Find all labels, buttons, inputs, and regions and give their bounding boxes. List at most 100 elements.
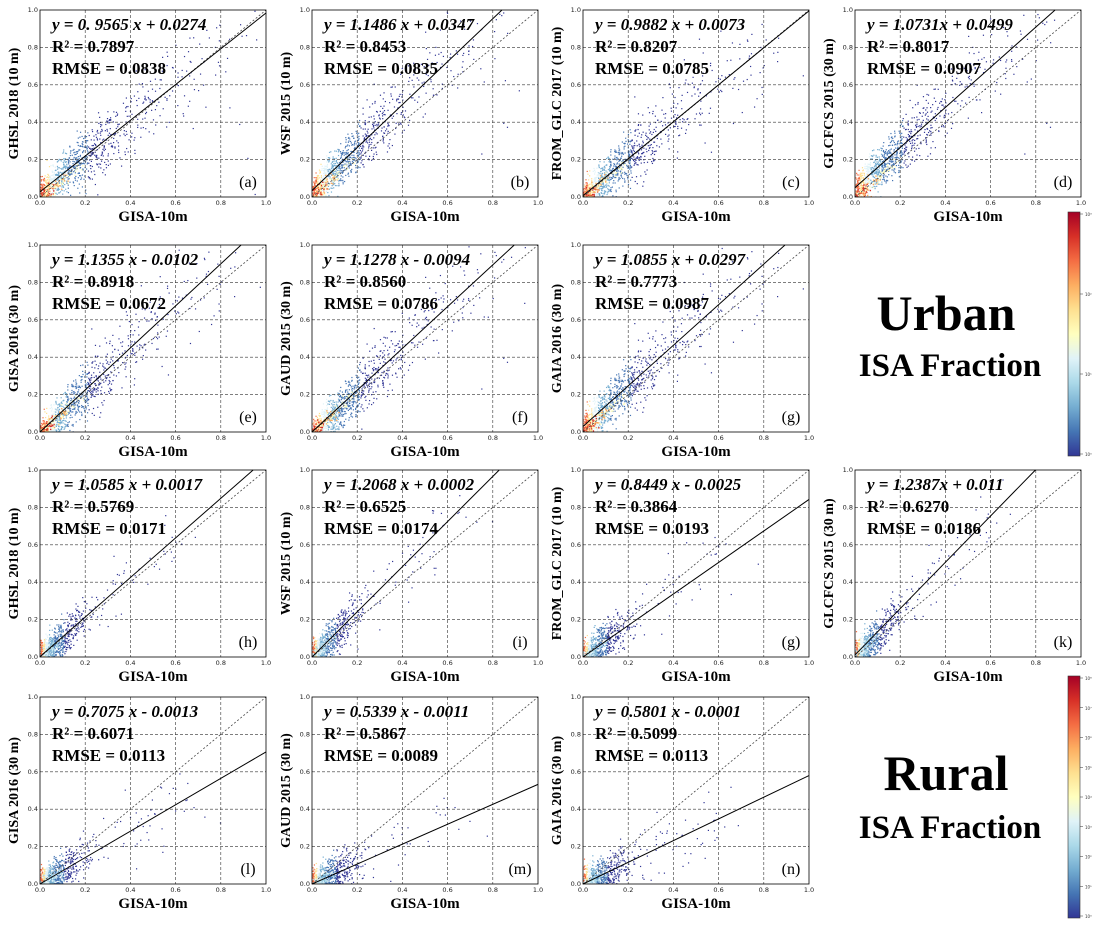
scatter-point (77, 177, 79, 179)
scatter-point (885, 149, 887, 151)
scatter-point (884, 163, 886, 165)
scatter-point (327, 185, 330, 187)
scatter-point (627, 139, 629, 141)
scatter-point (72, 423, 74, 426)
scatter-point (345, 152, 347, 154)
scatter-point (867, 163, 869, 165)
scatter-point (885, 169, 887, 171)
scatter-point (637, 124, 639, 127)
scatter-point (133, 95, 136, 97)
scatter-point (881, 168, 883, 170)
scatter-point (867, 188, 869, 190)
scatter-point (650, 131, 652, 133)
scatter-point (115, 111, 118, 113)
scatter-point (618, 145, 620, 147)
scatter-point (943, 114, 946, 116)
scatter-point (651, 160, 653, 163)
scatter-point (449, 53, 452, 55)
scatter-point (701, 112, 703, 114)
scatter-point (649, 123, 652, 125)
scatter-point (601, 187, 603, 189)
scatter-point (77, 142, 79, 144)
scatter-point (409, 119, 411, 122)
scatter-point (104, 375, 106, 377)
scatter-point (943, 106, 945, 108)
scatter-point (80, 178, 82, 181)
scatter-point (892, 137, 894, 139)
scatter-point (73, 403, 75, 405)
scatter-point (125, 130, 127, 133)
scatter-point (875, 156, 877, 158)
scatter-point (382, 140, 384, 142)
scatter-point (360, 162, 362, 164)
scatter-point (867, 168, 870, 170)
scatter-point (648, 112, 651, 114)
scatter-point (355, 158, 357, 160)
scatter-point (313, 181, 315, 183)
scatter-point (865, 180, 867, 182)
scatter-point (106, 353, 109, 355)
scatter-point (159, 276, 161, 278)
scatter-point (67, 187, 69, 189)
scatter-point (882, 166, 884, 168)
scatter-point (315, 177, 318, 179)
scatter-point (97, 390, 99, 392)
scatter-point (83, 159, 85, 161)
scatter-point (648, 147, 651, 149)
scatter-point (600, 177, 602, 179)
scatter-point (857, 185, 859, 187)
scatter-point (138, 347, 141, 349)
scatter-point (425, 73, 427, 76)
scatter-point (88, 387, 91, 389)
scatter-point (144, 343, 146, 345)
scatter-point (871, 158, 874, 160)
scatter-point (907, 153, 909, 155)
scatter-point (319, 184, 321, 186)
scatter-point (605, 172, 607, 174)
scatter-point (625, 140, 627, 142)
scatter-point (91, 366, 93, 368)
scatter-point (605, 174, 607, 176)
scatter-point (327, 170, 329, 172)
scatter-point (894, 147, 897, 149)
scatter-point (884, 166, 886, 168)
scatter-point (618, 159, 621, 162)
scatter-point (407, 65, 410, 67)
scatter-point (935, 100, 937, 103)
scatter-point (862, 193, 864, 195)
scatter-point (58, 430, 60, 432)
scatter-point (324, 171, 326, 173)
scatter-point (896, 142, 899, 145)
scatter-point (351, 168, 353, 171)
scatter-point (614, 175, 617, 177)
scatter-point (322, 178, 325, 180)
scatter-point (76, 165, 78, 167)
scatter-point (78, 400, 81, 402)
scatter-point (875, 175, 877, 177)
scatter-point (379, 110, 381, 112)
scatter-point (68, 157, 71, 159)
scatter-point (316, 176, 319, 178)
scatter-point (114, 133, 116, 135)
scatter-point (348, 145, 350, 147)
scatter-point (668, 148, 670, 150)
scatter-point (624, 158, 626, 160)
scatter-point (867, 172, 869, 174)
scatter-point (40, 176, 42, 178)
scatter-point (601, 177, 604, 179)
scatter-point (883, 176, 885, 178)
scatter-point (883, 155, 885, 157)
scatter-point (634, 144, 636, 147)
scatter-point (423, 66, 425, 68)
scatter-point (409, 77, 411, 79)
scatter-point (74, 385, 77, 387)
x-tick-label: 0.4 (668, 199, 678, 207)
scatter-point (375, 110, 378, 113)
scatter-point (316, 182, 318, 185)
scatter-point (148, 320, 150, 322)
scatter-point (881, 181, 883, 183)
scatter-point (317, 186, 319, 188)
scatter-point (660, 120, 662, 122)
scatter-point (878, 171, 880, 174)
scatter-point (916, 116, 918, 118)
